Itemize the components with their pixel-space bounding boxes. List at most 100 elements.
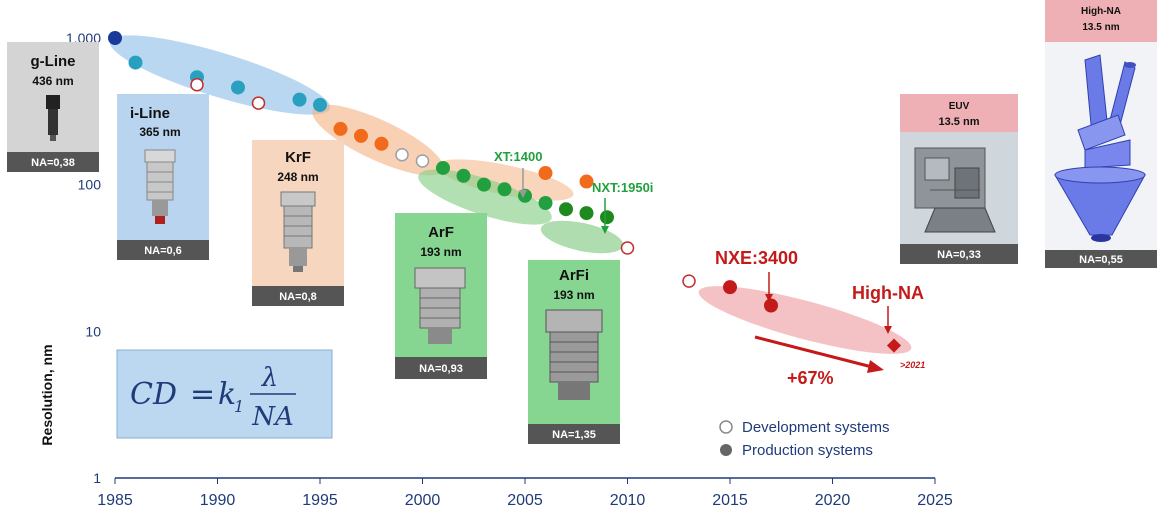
card-krf-title: KrF bbox=[285, 149, 311, 166]
point-i-line-development bbox=[190, 78, 204, 92]
card-gline-na: NA=0,38 bbox=[31, 157, 75, 169]
lens-gline-icon bbox=[46, 95, 60, 141]
card-krf-na: NA=0,8 bbox=[279, 291, 317, 303]
lens-arf-icon bbox=[414, 267, 466, 344]
card-arf: ArF 193 nm NA=0,93 bbox=[395, 213, 487, 379]
card-arfi-title: ArFi bbox=[559, 267, 589, 284]
card-highna-wavelength: 13.5 nm bbox=[1082, 22, 1119, 33]
label-highna: High-NA bbox=[852, 283, 924, 303]
point-krf-development bbox=[415, 154, 430, 168]
point-krf-production bbox=[354, 128, 368, 143]
point-arfi-production bbox=[600, 210, 614, 225]
y-tick-label: 10 bbox=[85, 323, 101, 339]
card-highna: High-NA 13.5 nm NA=0,55 bbox=[1045, 0, 1157, 268]
card-gline-title: g-Line bbox=[31, 53, 76, 70]
annotation-arrows bbox=[519, 168, 892, 373]
card-gline-na-bar bbox=[7, 152, 99, 172]
formula-cd: CD bbox=[130, 377, 177, 412]
point-euv-production bbox=[886, 338, 902, 353]
card-arf-na: NA=0,93 bbox=[419, 363, 463, 375]
card-highna-na-bar bbox=[1045, 250, 1157, 268]
point-krf-production bbox=[374, 136, 389, 151]
card-euv-na: NA=0,33 bbox=[937, 249, 981, 261]
point-arfi-production bbox=[579, 206, 594, 221]
point-i-line-production bbox=[313, 97, 327, 112]
point-i-line-development bbox=[251, 96, 266, 110]
label-plus67: +67% bbox=[787, 368, 834, 388]
x-tick-label: 2005 bbox=[507, 492, 543, 509]
arrow-improvement bbox=[754, 335, 877, 370]
formula-k: k bbox=[218, 377, 236, 412]
card-arfi-wavelength: 193 nm bbox=[553, 288, 594, 302]
ellipse-iline bbox=[109, 35, 331, 115]
y-axis-title: Resolution, nm bbox=[39, 344, 55, 445]
point-arf-production bbox=[538, 195, 553, 210]
euv-machine-icon bbox=[914, 147, 996, 233]
card-arf-title: ArF bbox=[428, 224, 454, 241]
ellipse-arf bbox=[418, 169, 552, 225]
ellipse-euv bbox=[698, 286, 912, 354]
lens-arfi-icon bbox=[545, 309, 603, 400]
card-arfi-na: NA=1,35 bbox=[552, 429, 596, 441]
label-nxe3400: NXE:3400 bbox=[715, 248, 798, 268]
card-iline-wavelength: 365 nm bbox=[139, 125, 180, 139]
highna-optics-icon bbox=[1054, 54, 1146, 242]
point-krf-development bbox=[395, 147, 409, 162]
x-tick-label: 2015 bbox=[712, 492, 748, 509]
label-nxt1950i: NXT:1950i bbox=[592, 180, 653, 195]
card-iline: i-Line 365 nm NA=0,6 bbox=[117, 94, 209, 260]
formula-box: CD = k 1 λ NA bbox=[116, 349, 333, 439]
lens-krf-icon bbox=[280, 191, 316, 272]
card-gline-wavelength: 436 nm bbox=[32, 74, 73, 88]
legend-open-marker bbox=[719, 420, 733, 434]
point-arf-production bbox=[456, 168, 471, 183]
card-highna-header bbox=[1045, 0, 1157, 42]
point-krf-production bbox=[538, 166, 553, 181]
point-krf-production bbox=[579, 174, 594, 189]
x-tick-label: 2000 bbox=[405, 492, 441, 509]
card-iline-na-bar bbox=[117, 240, 209, 260]
point-arf-production bbox=[436, 160, 450, 175]
point-euv-production bbox=[723, 280, 737, 295]
data-points bbox=[108, 31, 902, 353]
card-euv-header bbox=[900, 94, 1018, 132]
x-tick-label: 2025 bbox=[917, 492, 953, 509]
card-arf-na-bar bbox=[395, 357, 487, 379]
formula-numerator: λ bbox=[261, 363, 278, 393]
ellipse-krf-cont bbox=[436, 159, 574, 201]
point-euv-development bbox=[682, 274, 696, 288]
point-arfi-development bbox=[620, 241, 635, 255]
x-tick-labels: 1985 1990 1995 2000 2005 2010 2015 2020 2025 bbox=[97, 478, 953, 509]
y-tick-label: 100 bbox=[78, 177, 102, 193]
point-euv-production bbox=[764, 298, 778, 313]
card-euv-title: EUV bbox=[949, 101, 970, 112]
x-tick-label: 1995 bbox=[302, 492, 338, 509]
x-tick-label: 2010 bbox=[610, 492, 646, 509]
x-tick-label: 2020 bbox=[815, 492, 851, 509]
legend-filled-marker bbox=[720, 444, 732, 456]
label-xt1400: XT:1400 bbox=[494, 149, 542, 164]
card-arf-wavelength: 193 nm bbox=[420, 245, 461, 259]
x-tick-label: 1985 bbox=[97, 492, 133, 509]
annotation-labels: XT:1400 NXT:1950i NXE:3400 High-NA +67% … bbox=[494, 149, 925, 388]
card-iline-na: NA=0,6 bbox=[144, 245, 182, 257]
formula-equals: = bbox=[190, 377, 215, 412]
card-arfi-na-bar bbox=[528, 424, 620, 444]
card-krf-wavelength: 248 nm bbox=[277, 170, 318, 184]
card-euv-wavelength: 13.5 nm bbox=[939, 116, 980, 128]
point-krf-production bbox=[333, 121, 348, 136]
y-tick-label: 1 bbox=[93, 470, 101, 486]
card-highna-na: NA=0,55 bbox=[1079, 254, 1123, 266]
point-i-line-production bbox=[231, 80, 245, 95]
point-arfi-production bbox=[559, 202, 573, 217]
label-gt2021: >2021 bbox=[900, 360, 925, 370]
lens-iline-icon bbox=[144, 149, 176, 224]
formula-k-sub: 1 bbox=[234, 397, 244, 416]
card-krf: KrF 248 nm NA=0,8 bbox=[252, 140, 344, 306]
point-i-line-production bbox=[292, 92, 307, 107]
point-arf-production bbox=[497, 182, 512, 197]
point-g-line-production bbox=[108, 31, 122, 45]
card-highna-title: High-NA bbox=[1081, 6, 1121, 17]
card-euv-na-bar bbox=[900, 244, 1018, 264]
